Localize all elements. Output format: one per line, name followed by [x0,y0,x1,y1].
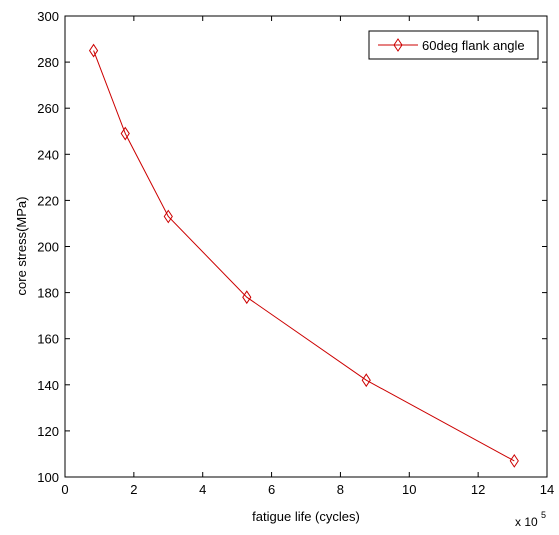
data-point-marker [163,209,173,224]
legend-marker [393,38,403,52]
x-multiplier-label: x 10 [515,515,538,529]
x-tick-label: 6 [268,482,275,497]
y-tick-label: 260 [37,101,59,116]
x-tick-label: 0 [61,482,68,497]
series-line [93,50,515,462]
y-tick-label: 100 [37,470,59,485]
y-tick-label: 120 [37,424,59,439]
y-tick-label: 200 [37,240,59,255]
axis-ticks [64,15,548,478]
y-tick-label: 180 [37,286,59,301]
x-tick-label: 10 [402,482,416,497]
data-point-marker [242,290,252,305]
data-point-marker [509,453,519,468]
legend-label: 60deg flank angle [422,38,525,53]
plot-area [64,15,548,478]
data-point-marker [120,126,130,141]
y-tick-label: 140 [37,378,59,393]
x-tick-label: 12 [471,482,485,497]
x-tick-label: 4 [199,482,206,497]
series-group [88,43,519,468]
data-point-marker [361,373,371,388]
x-tick-label: 14 [540,482,554,497]
x-multiplier-exponent: 5 [541,510,546,520]
y-tick-label: 300 [37,9,59,24]
x-tick-label: 8 [337,482,344,497]
legend: 60deg flank angle [368,30,539,60]
tick-labels: 0 2 4 6 8 10 12 14 100 120 140 160 180 200 220 240 260 28… [37,9,554,497]
x-tick-label: 2 [130,482,137,497]
x-axis-label: fatigue life (cycles) [252,509,360,524]
y-tick-label: 240 [37,147,59,162]
data-point-marker [88,43,99,58]
y-tick-label: 280 [37,55,59,70]
y-tick-label: 220 [37,193,59,208]
y-axis-label: core stress(MPa) [14,197,29,296]
y-tick-label: 160 [37,332,59,347]
